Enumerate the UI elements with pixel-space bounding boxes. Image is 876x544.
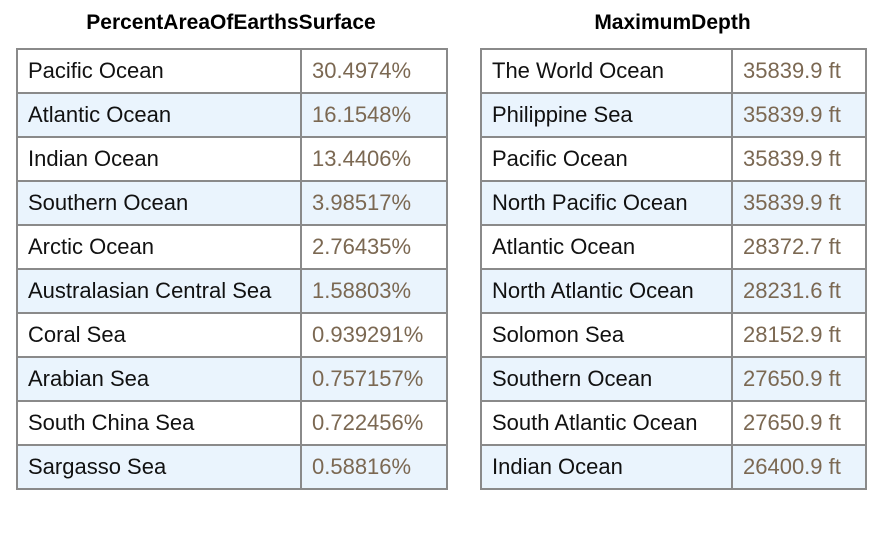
- percent-area-title: PercentAreaOfEarthsSurface: [86, 11, 376, 34]
- depth-value-cell: 27650.9 ft: [731, 356, 867, 402]
- percent-value-cell: 0.722456%: [300, 400, 448, 446]
- table-row: Australasian Central Sea 1.58803%: [16, 268, 448, 314]
- maximum-depth-panel: MaximumDepth The World Ocean 35839.9 ft …: [480, 0, 867, 490]
- ocean-name-cell: Australasian Central Sea: [16, 268, 302, 314]
- percent-value-cell: 16.1548%: [300, 92, 448, 138]
- table-row: Southern Ocean 27650.9 ft: [480, 356, 867, 402]
- percent-value-cell: 3.98517%: [300, 180, 448, 226]
- ocean-name-cell: Coral Sea: [16, 312, 302, 358]
- percent-value-cell: 0.939291%: [300, 312, 448, 358]
- table-row: The World Ocean 35839.9 ft: [480, 48, 867, 94]
- ocean-name-cell: South Atlantic Ocean: [480, 400, 733, 446]
- depth-value-cell: 35839.9 ft: [731, 136, 867, 182]
- ocean-name-cell: Atlantic Ocean: [480, 224, 733, 270]
- ocean-name-cell: Southern Ocean: [480, 356, 733, 402]
- ocean-name-cell: North Pacific Ocean: [480, 180, 733, 226]
- ocean-name-cell: North Atlantic Ocean: [480, 268, 733, 314]
- depth-value-cell: 26400.9 ft: [731, 444, 867, 490]
- table-row: Sargasso Sea 0.58816%: [16, 444, 448, 490]
- table-row: Arctic Ocean 2.76435%: [16, 224, 448, 270]
- ocean-name-cell: Pacific Ocean: [16, 48, 302, 94]
- table-row: Indian Ocean 26400.9 ft: [480, 444, 867, 490]
- percent-value-cell: 13.4406%: [300, 136, 448, 182]
- table-row: Pacific Ocean 30.4974%: [16, 48, 448, 94]
- ocean-name-cell: Arctic Ocean: [16, 224, 302, 270]
- table-row: South Atlantic Ocean 27650.9 ft: [480, 400, 867, 446]
- table-row: Arabian Sea 0.757157%: [16, 356, 448, 402]
- table-row: South China Sea 0.722456%: [16, 400, 448, 446]
- depth-value-cell: 27650.9 ft: [731, 400, 867, 446]
- table-row: Solomon Sea 28152.9 ft: [480, 312, 867, 358]
- percent-area-table: Pacific Ocean 30.4974% Atlantic Ocean 16…: [16, 48, 448, 490]
- ocean-name-cell: Pacific Ocean: [480, 136, 733, 182]
- table-row: North Pacific Ocean 35839.9 ft: [480, 180, 867, 226]
- table-row: Southern Ocean 3.98517%: [16, 180, 448, 226]
- table-row: Atlantic Ocean 28372.7 ft: [480, 224, 867, 270]
- ocean-name-cell: South China Sea: [16, 400, 302, 446]
- depth-value-cell: 28372.7 ft: [731, 224, 867, 270]
- depth-value-cell: 35839.9 ft: [731, 92, 867, 138]
- ocean-name-cell: Indian Ocean: [480, 444, 733, 490]
- depth-value-cell: 28152.9 ft: [731, 312, 867, 358]
- table-row: Philippine Sea 35839.9 ft: [480, 92, 867, 138]
- ocean-name-cell: The World Ocean: [480, 48, 733, 94]
- percent-value-cell: 0.58816%: [300, 444, 448, 490]
- maximum-depth-table: The World Ocean 35839.9 ft Philippine Se…: [480, 48, 867, 490]
- percent-value-cell: 2.76435%: [300, 224, 448, 270]
- percent-value-cell: 1.58803%: [300, 268, 448, 314]
- table-row: Atlantic Ocean 16.1548%: [16, 92, 448, 138]
- percent-area-panel: PercentAreaOfEarthsSurface Pacific Ocean…: [16, 0, 448, 490]
- depth-value-cell: 35839.9 ft: [731, 180, 867, 226]
- ocean-name-cell: Indian Ocean: [16, 136, 302, 182]
- table-row: North Atlantic Ocean 28231.6 ft: [480, 268, 867, 314]
- ocean-name-cell: Philippine Sea: [480, 92, 733, 138]
- maximum-depth-title: MaximumDepth: [594, 11, 751, 34]
- depth-value-cell: 28231.6 ft: [731, 268, 867, 314]
- ocean-name-cell: Atlantic Ocean: [16, 92, 302, 138]
- table-row: Coral Sea 0.939291%: [16, 312, 448, 358]
- table-row: Pacific Ocean 35839.9 ft: [480, 136, 867, 182]
- ocean-name-cell: Southern Ocean: [16, 180, 302, 226]
- percent-value-cell: 0.757157%: [300, 356, 448, 402]
- percent-value-cell: 30.4974%: [300, 48, 448, 94]
- depth-value-cell: 35839.9 ft: [731, 48, 867, 94]
- table-row: Indian Ocean 13.4406%: [16, 136, 448, 182]
- ocean-name-cell: Sargasso Sea: [16, 444, 302, 490]
- ocean-name-cell: Solomon Sea: [480, 312, 733, 358]
- ocean-name-cell: Arabian Sea: [16, 356, 302, 402]
